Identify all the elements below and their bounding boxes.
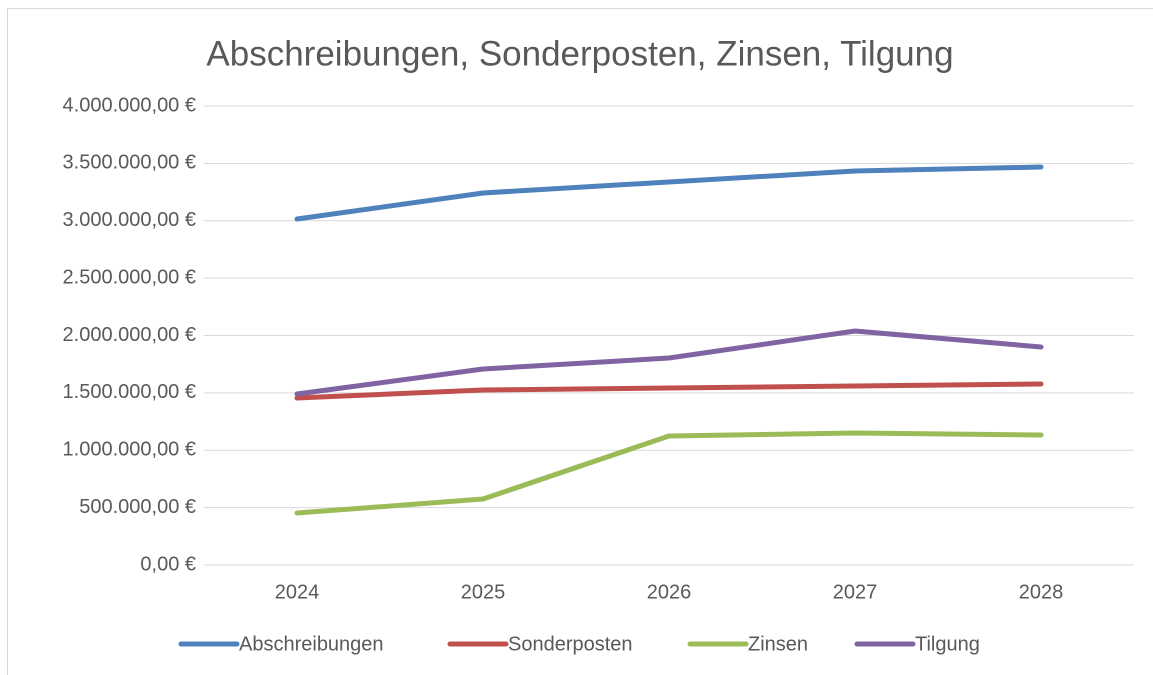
x-tick-label: 2027 [833, 581, 878, 603]
y-tick-label: 2.000.000,00 € [63, 324, 196, 346]
x-tick-label: 2026 [647, 581, 692, 603]
y-tick-label: 0,00 € [140, 553, 196, 575]
y-tick-label: 2.500.000,00 € [63, 266, 196, 288]
y-tick-label: 4.000.000,00 € [63, 94, 196, 116]
x-tick-label: 2025 [461, 581, 506, 603]
x-tick-label: 2024 [275, 581, 320, 603]
y-tick-label: 3.500.000,00 € [63, 152, 196, 174]
y-tick-label: 1.500.000,00 € [63, 381, 196, 403]
legend-label: Tilgung [915, 633, 980, 655]
series-line [294, 164, 1044, 222]
legend-label: Abschreibungen [239, 633, 384, 655]
y-tick-label: 500.000,00 € [79, 496, 196, 518]
y-tick-label: 1.000.000,00 € [63, 439, 196, 461]
legend-label: Zinsen [748, 633, 808, 655]
legend-label: Sonderposten [508, 633, 633, 655]
series-line [294, 328, 1044, 397]
chart-title: Abschreibungen, Sonderposten, Zinsen, Ti… [206, 34, 953, 73]
series-line [294, 381, 1044, 401]
series-line [294, 430, 1044, 516]
y-tick-label: 3.000.000,00 € [63, 209, 196, 231]
x-tick-label: 2028 [1019, 581, 1064, 603]
